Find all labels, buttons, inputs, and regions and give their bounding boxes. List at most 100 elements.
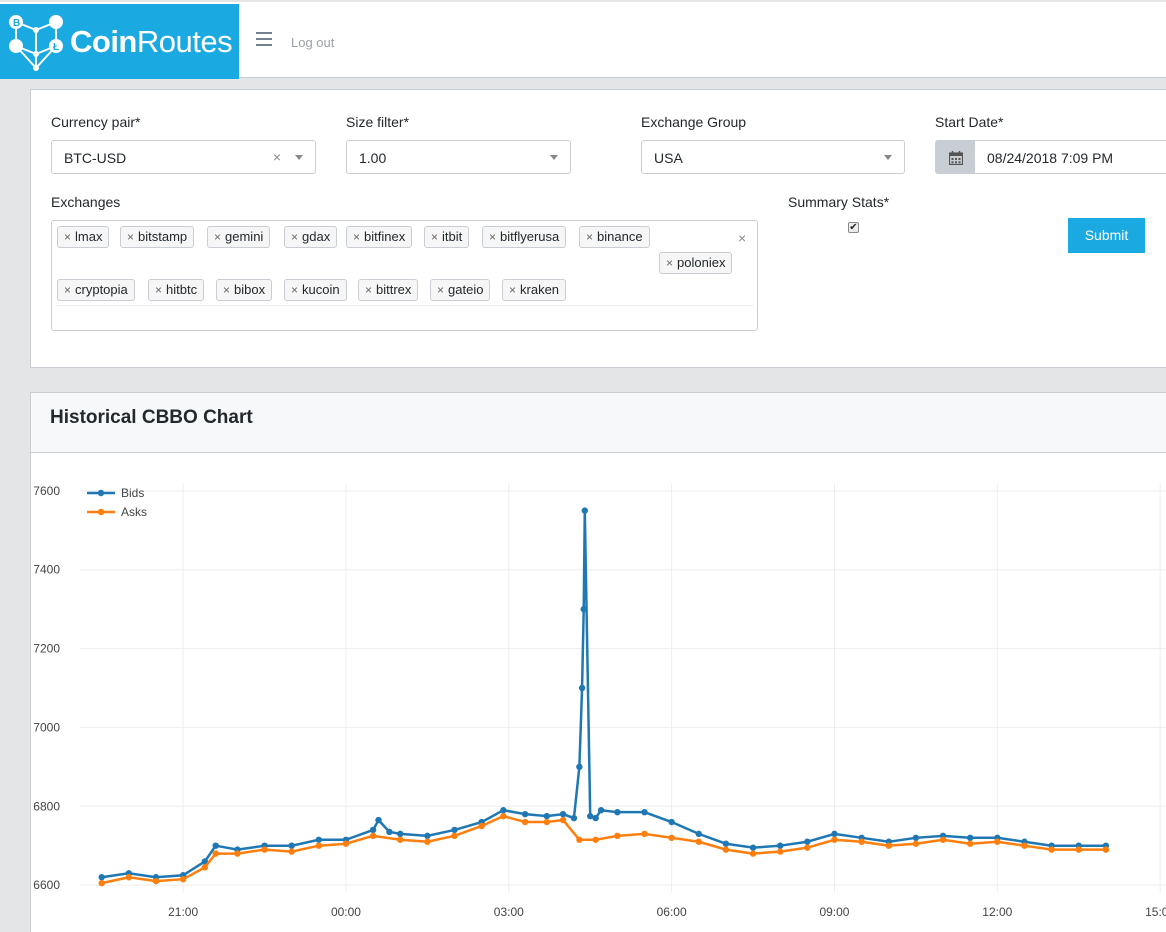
data-point-bids bbox=[695, 830, 702, 838]
cbbo-line-chart[interactable]: 6600 6800 7000 7200 7400 7600 21:00 00:00 03:00 0… bbox=[31, 393, 1166, 932]
data-point-bids bbox=[98, 874, 105, 881]
remove-tag-icon[interactable]: × bbox=[64, 230, 72, 244]
data-point-asks bbox=[831, 836, 838, 843]
exchange-tag-label: gemini bbox=[225, 229, 264, 244]
y-tick-label: 7000 bbox=[33, 720, 60, 734]
exchange-tag-cryptopia[interactable]: × cryptopia bbox=[57, 279, 135, 301]
data-point-asks bbox=[315, 842, 323, 849]
exchange-tag-itbit[interactable]: × itbit bbox=[424, 226, 470, 248]
data-point-bids bbox=[912, 834, 920, 842]
exchange-tag-gemini[interactable]: × gemini bbox=[207, 226, 271, 248]
exchange-tag-binance[interactable]: × binance bbox=[579, 226, 650, 248]
data-point-asks bbox=[543, 818, 550, 826]
clear-all-icon[interactable]: × bbox=[738, 230, 747, 246]
remove-tag-icon[interactable]: × bbox=[509, 283, 517, 297]
data-point-asks bbox=[342, 840, 350, 847]
data-point-asks bbox=[614, 832, 621, 840]
data-point-asks bbox=[592, 836, 599, 843]
chevron-down-icon[interactable] bbox=[550, 155, 558, 160]
data-point-bids bbox=[386, 828, 393, 836]
remove-tag-icon[interactable]: × bbox=[437, 283, 445, 297]
data-point-bids bbox=[966, 834, 974, 842]
exchange-tag-label: bitstamp bbox=[138, 229, 188, 244]
exchange-tag-gdax[interactable]: × gdax bbox=[284, 226, 338, 248]
data-point-asks bbox=[179, 876, 187, 883]
exchange-tag-bittrex[interactable]: × bittrex bbox=[358, 279, 419, 301]
exchanges-multiselect[interactable]: × × lmax × bitstamp × gemini × gdax × bitfinex × it… bbox=[51, 220, 758, 331]
exchange-tag-hitbtc[interactable]: × hitbtc bbox=[148, 279, 205, 301]
remove-tag-icon[interactable]: × bbox=[586, 230, 594, 244]
remove-tag-icon[interactable]: × bbox=[365, 283, 373, 297]
data-point-bids bbox=[578, 684, 586, 692]
data-point-asks bbox=[939, 836, 947, 843]
remove-tag-icon[interactable]: × bbox=[223, 283, 231, 297]
clear-icon[interactable]: × bbox=[272, 149, 281, 165]
data-point-asks bbox=[478, 822, 485, 830]
data-point-asks bbox=[451, 832, 458, 840]
data-point-asks bbox=[1102, 846, 1110, 853]
data-point-asks bbox=[201, 864, 209, 871]
remove-tag-icon[interactable]: × bbox=[291, 230, 299, 244]
exchange-tag-bibox[interactable]: × bibox bbox=[216, 279, 273, 301]
data-point-bids bbox=[614, 808, 621, 816]
logout-link[interactable]: Log out bbox=[291, 35, 335, 50]
x-tick-label: 12:00 bbox=[982, 905, 1012, 919]
data-point-bids bbox=[397, 830, 404, 838]
calendar-icon[interactable] bbox=[935, 140, 975, 174]
exchange-tag-bitflyerusa[interactable]: × bitflyerusa bbox=[482, 226, 567, 248]
remove-tag-icon[interactable]: × bbox=[666, 256, 674, 270]
size-filter-select[interactable]: 1.00 bbox=[346, 140, 571, 174]
remove-tag-icon[interactable]: × bbox=[127, 230, 135, 244]
remove-tag-icon[interactable]: × bbox=[214, 230, 222, 244]
hamburger-icon[interactable] bbox=[256, 32, 272, 46]
chevron-down-icon[interactable] bbox=[884, 155, 892, 160]
data-point-bids bbox=[212, 842, 219, 849]
coinroutes-logo[interactable]: B Ł CoinRoutes bbox=[0, 4, 239, 79]
remove-tag-icon[interactable]: × bbox=[431, 230, 439, 244]
remove-tag-icon[interactable]: × bbox=[489, 230, 497, 244]
remove-tag-icon[interactable]: × bbox=[64, 283, 72, 297]
exchange-tag-bitfinex[interactable]: × bitfinex bbox=[346, 226, 413, 248]
size-filter-value: 1.00 bbox=[359, 150, 387, 166]
exchange-tag-bitstamp[interactable]: × bitstamp bbox=[120, 226, 195, 248]
exchange-tag-kucoin[interactable]: × kucoin bbox=[284, 279, 347, 301]
submit-button[interactable]: Submit bbox=[1068, 218, 1145, 253]
y-tick-label: 7200 bbox=[33, 642, 60, 656]
svg-text:Ł: Ł bbox=[53, 42, 59, 53]
exchanges-search-input[interactable] bbox=[56, 305, 754, 306]
exchange-tag-label: kucoin bbox=[302, 282, 340, 297]
data-point-asks bbox=[397, 836, 404, 843]
remove-tag-icon[interactable]: × bbox=[291, 283, 299, 297]
start-date-input[interactable]: 08/24/2018 7:09 PM bbox=[975, 140, 1166, 174]
summary-stats-label: Summary Stats* bbox=[788, 194, 890, 210]
legend-marker-bids bbox=[97, 489, 105, 497]
y-tick-label: 6800 bbox=[33, 799, 60, 813]
exchange-tag-kraken[interactable]: × kraken bbox=[502, 279, 567, 301]
summary-stats-checkbox[interactable]: ✔ bbox=[848, 222, 859, 233]
x-tick-label: 00:00 bbox=[331, 905, 361, 919]
x-tick-label: 09:00 bbox=[819, 905, 849, 919]
remove-tag-icon[interactable]: × bbox=[155, 283, 163, 297]
data-point-bids bbox=[831, 830, 838, 838]
data-point-bids bbox=[201, 858, 209, 865]
exchange-group-select[interactable]: USA bbox=[641, 140, 905, 174]
data-point-asks bbox=[994, 838, 1001, 845]
exchange-tag-label: gdax bbox=[302, 229, 331, 244]
data-point-bids bbox=[315, 836, 323, 843]
sidebar-collapsed bbox=[0, 79, 30, 932]
exchange-tag-label: kraken bbox=[520, 282, 560, 297]
x-tick-label: 06:00 bbox=[657, 905, 687, 919]
data-point-bids bbox=[722, 840, 730, 847]
remove-tag-icon[interactable]: × bbox=[353, 230, 361, 244]
chevron-down-icon[interactable] bbox=[295, 155, 303, 160]
series-line-asks bbox=[101, 814, 1106, 885]
exchange-tag-poloniex[interactable]: × poloniex bbox=[659, 252, 733, 274]
currency-pair-select[interactable]: BTC-USD × bbox=[51, 140, 316, 174]
x-tick-label: 21:00 bbox=[168, 905, 198, 919]
legend-label: Asks bbox=[121, 505, 147, 519]
data-point-bids bbox=[592, 814, 599, 822]
exchange-tag-lmax[interactable]: × lmax bbox=[57, 226, 110, 248]
exchange-tag-gateio[interactable]: × gateio bbox=[430, 279, 491, 301]
data-point-bids bbox=[559, 810, 567, 818]
brand-name: CoinRoutes bbox=[70, 24, 233, 59]
